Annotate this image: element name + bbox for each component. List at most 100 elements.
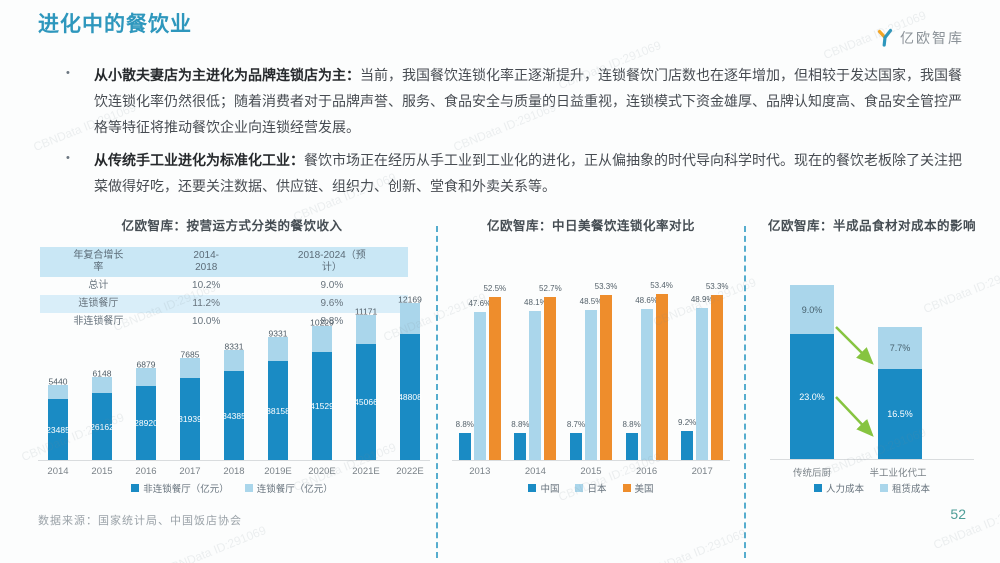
bar-wrap: 48.6% (635, 296, 658, 460)
stacked-cost-bar: 9.0% 23.0% (790, 285, 834, 459)
bar-group: 8.7% 48.5% 53.3% 2015 (567, 273, 617, 477)
bar-wrap: 48.9% (691, 295, 714, 460)
bar-block: 8.8% 47.6% 52.5% (456, 284, 506, 460)
rate-value-label: 53.3% (705, 282, 729, 291)
chain-rate-chart-legend: 中国 日本 美国 (448, 481, 734, 495)
stacked-bar: 48808 12169 (398, 295, 422, 460)
rate-value-label: 52.7% (539, 284, 562, 293)
bar-wrap: 8.7% (567, 420, 585, 460)
brand-logo: 亿欧智库 (875, 28, 964, 48)
nonchain-value-label: 45066 (354, 397, 378, 407)
revenue-chart-legend: 非连锁餐厅（亿元） 连锁餐厅（亿元） (32, 481, 432, 495)
rate-value-label: 8.8% (455, 420, 474, 429)
chain-value-label: 10229 (310, 317, 334, 328)
bar-wrap: 8.8% (456, 420, 474, 460)
human-cost-segment: 23.0% (790, 334, 834, 459)
bullet-item-2: • 从传统手工业进化为标准化工业：餐饮市场正在经历从手工业到工业化的进化，正从偏… (66, 147, 970, 199)
rate-bar (569, 433, 582, 460)
bar-wrap: 52.5% (483, 284, 506, 460)
rate-value-label: 9.2% (678, 418, 697, 427)
rate-bar (473, 312, 486, 460)
rate-bar (529, 311, 542, 460)
rate-bar (584, 310, 597, 460)
legend-swatch (813, 484, 822, 492)
legend-label: 人力成本 (825, 484, 864, 495)
nonchain-value-label: 26162 (90, 421, 114, 432)
bullet-body-1: 当前，我国餐饮连锁化率正逐渐提升，连锁餐饮门店数也在逐年增加，但相较于发达国家，… (94, 67, 962, 135)
bar-group: 48808 12169 2022E (394, 285, 426, 478)
chain-value-label: 8331 (224, 341, 244, 352)
rate-bar (599, 295, 612, 460)
revenue-chart-title: 亿欧智库：按营运方式分类的餐饮收入 (121, 219, 343, 233)
x-axis-label: 2019E (264, 466, 292, 477)
rate-bar (544, 297, 557, 460)
bar-group: 45066 11171 2021E (350, 285, 382, 478)
human-cost-segment: 16.5% (878, 369, 922, 459)
nonchain-value-label: 34385 (222, 410, 246, 421)
nonchain-segment: 26162 (90, 393, 114, 460)
bar-wrap: 52.7% (539, 284, 562, 460)
nonchain-value-label: 41529 (310, 401, 334, 411)
nonchain-segment: 31939 (178, 378, 202, 460)
nonchain-segment: 23485 (46, 399, 70, 460)
x-axis-label: 传统后厨 (792, 468, 831, 479)
x-axis-label: 2015 (91, 466, 113, 477)
nonchain-segment: 28920 (134, 386, 158, 460)
nonchain-segment: 38158 (266, 361, 290, 460)
rent-cost-segment: 7.7% (878, 327, 922, 369)
chain-segment (224, 350, 244, 371)
bar-block: 9.2% 48.9% 53.3% (678, 282, 729, 460)
stacked-cost-bar: 7.7% 16.5% (878, 327, 922, 459)
bar-wrap: 53.4% (650, 281, 673, 460)
bar-wrap: 47.6% (468, 299, 491, 460)
legend-item: 连锁餐厅（亿元） (244, 481, 333, 495)
chain-rate-chart-bars: 8.8% 47.6% 52.5% 2013 8.8% 48.1% 52.7% 2014 8.7%… (452, 273, 730, 477)
x-axis-line (770, 459, 974, 460)
stacked-bar: 31939 7685 (178, 350, 202, 460)
stacked-bar: 34385 8331 (222, 342, 246, 460)
chain-segment (136, 368, 156, 386)
cost-impact-chart-panel: 亿欧智库：半成品食材对成本的影响 9.0% 23.0% 传统后厨 7.7% 16.5% 半… (756, 215, 988, 525)
bar-group: 23485 5440 2014 (42, 285, 74, 478)
nonchain-value-label: 48808 (398, 392, 422, 402)
x-axis-label: 2021E (352, 466, 380, 477)
rent-cost-segment: 9.0% (790, 285, 834, 334)
bullet-item-1: • 从小散夫妻店为主进化为品牌连锁店为主：当前，我国餐饮连锁化率正逐渐提升，连锁… (66, 62, 970, 140)
watermark-text: CBNData ID:291069 (161, 523, 269, 563)
table-cell: 10.0% (192, 316, 221, 327)
x-axis-label: 2020E (308, 466, 336, 477)
nonchain-value-label: 38158 (266, 405, 290, 416)
x-axis-label: 2015 (580, 466, 602, 477)
legend-label: 非连锁餐厅（亿元） (143, 484, 229, 495)
table-cell: 9.6% (320, 298, 344, 309)
nonchain-segment: 45066 (354, 344, 378, 460)
chain-rate-chart-title: 亿欧智库：中日美餐饮连锁化率对比 (486, 219, 695, 233)
rate-value-label: 8.8% (511, 420, 530, 429)
table-header-cell: 年复合增长 率 (73, 250, 124, 273)
human-cost-label: 16.5% (887, 409, 913, 419)
rate-value-label: 48.5% (579, 297, 603, 306)
bullet-body-2: 餐饮市场正在经历从手工业到工业化的进化，正从偏抽象的时代导向科学时代。现在的餐饮… (94, 152, 962, 194)
bar-wrap: 53.3% (706, 282, 729, 460)
legend-item: 日本 (575, 481, 607, 495)
table-cell: 连锁餐厅 (78, 298, 119, 309)
bar-group: 28920 6879 2016 (130, 285, 162, 478)
chain-value-label: 12169 (398, 294, 422, 305)
legend-label: 租赁成本 (892, 484, 931, 495)
bar-group: 38158 9331 2019E (262, 285, 294, 478)
legend-swatch (131, 484, 140, 492)
stacked-bar: 38158 9331 (266, 329, 290, 460)
nonchain-segment: 48808 (398, 334, 422, 460)
chain-segment (268, 337, 288, 361)
bar-group: 8.8% 48.1% 52.7% 2014 (511, 273, 562, 477)
chain-value-label: 7685 (180, 349, 200, 360)
bullet-lead-2: 从传统手工业进化为标准化工业： (94, 152, 304, 168)
panel-divider (436, 226, 438, 558)
panel-divider (744, 226, 746, 558)
x-axis-label: 2016 (135, 466, 157, 477)
bullet-icon: • (66, 67, 70, 79)
bar-group: 26162 6148 2015 (86, 285, 118, 478)
x-axis-label: 2014 (524, 466, 546, 477)
chain-segment (356, 315, 376, 344)
bullet-lead-1: 从小散夫妻店为主进化为品牌连锁店为主： (94, 67, 360, 83)
